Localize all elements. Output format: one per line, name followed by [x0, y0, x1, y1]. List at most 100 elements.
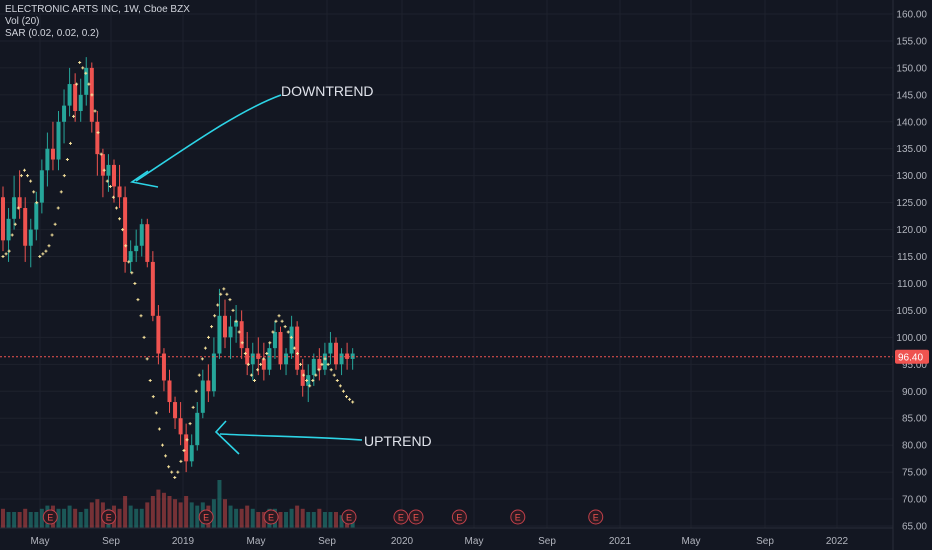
volume-bar: [322, 512, 327, 528]
candle-body: [161, 353, 166, 381]
earnings-marker-circle: [510, 509, 526, 525]
earnings-marker[interactable]: E: [198, 509, 214, 525]
downtrend-arrowhead: [129, 170, 159, 188]
sar-dot: [139, 314, 143, 318]
price-tick-label: 80.00: [902, 441, 927, 452]
candle-body: [295, 326, 300, 370]
price-tick-label: 155.00: [896, 36, 927, 47]
price-axis[interactable]: 65.00 70.00 75.00 80.00 85.00 90.00 95.00 100.0…: [892, 0, 932, 550]
sar-dot: [108, 184, 112, 188]
sar-dot: [78, 61, 82, 65]
volume-bar: [161, 492, 166, 528]
volume-bar: [73, 508, 78, 528]
earnings-marker[interactable]: E: [510, 509, 526, 525]
earnings-marker[interactable]: E: [393, 509, 409, 525]
earnings-marker[interactable]: E: [451, 509, 467, 525]
sar-dot: [72, 114, 76, 118]
symbol-title[interactable]: ELECTRONIC ARTS INC, 1W, Cboe BZX: [5, 4, 190, 15]
candle-body: [200, 380, 205, 413]
earnings-marker[interactable]: E: [101, 509, 117, 525]
sar-dot: [10, 233, 14, 237]
sar-dot: [231, 308, 235, 312]
sar-dot: [16, 206, 20, 210]
time-tick-label: Sep: [318, 536, 336, 547]
sar-dot: [256, 368, 260, 372]
candle-body: [289, 326, 294, 354]
sar-dot: [234, 319, 238, 323]
time-axis[interactable]: May Sep 2019 May Sep 2020 May Sep 2021 May Sep 2022: [0, 527, 893, 547]
earnings-marker-circle: [408, 509, 424, 525]
volume-bar: [62, 508, 67, 528]
sar-dot: [136, 298, 140, 302]
volume-bar: [250, 508, 255, 528]
candle-body: [300, 369, 305, 386]
price-tick-label: 100.00: [896, 333, 927, 344]
sar-dot: [124, 244, 128, 248]
price-tick-label: 115.00: [897, 252, 927, 263]
earnings-marker[interactable]: E: [263, 509, 279, 525]
candle-body: [84, 67, 89, 95]
sar-dot: [59, 190, 63, 194]
sar-dot: [228, 298, 232, 302]
uptrend-arrow: [219, 433, 363, 441]
sar-dot: [179, 459, 183, 463]
sar-dot: [197, 373, 201, 377]
volume-bar: [23, 508, 28, 528]
earnings-marker-circle: [198, 509, 214, 525]
candle-body: [284, 353, 289, 365]
sar-dot: [32, 190, 36, 194]
candle-body: [23, 208, 28, 246]
sar-dot: [286, 330, 290, 334]
candle-body: [206, 380, 211, 392]
sar-dot: [308, 384, 312, 388]
candle-body: [67, 84, 72, 106]
earnings-marker[interactable]: E: [42, 509, 58, 525]
candle-body: [62, 105, 67, 122]
sar-dot: [154, 411, 158, 415]
sar-dot: [345, 395, 349, 399]
volume-bar: [12, 512, 17, 528]
sar-dot: [259, 362, 263, 366]
price-axis-bg: [893, 0, 932, 550]
candle-body: [1, 197, 5, 241]
time-tick-label: May: [465, 536, 484, 547]
sar-dot: [151, 395, 155, 399]
sar-dot: [191, 405, 195, 409]
sar-dot: [292, 346, 296, 350]
sar-dot: [142, 335, 146, 339]
sar-dot: [44, 249, 48, 253]
sar-dot: [335, 378, 339, 382]
earnings-marker[interactable]: E: [341, 509, 357, 525]
volume-indicator-label[interactable]: Vol (20): [5, 16, 40, 27]
grid-lines: [0, 0, 893, 528]
sar-indicator-label[interactable]: SAR (0.02, 0.02, 0.2): [5, 28, 99, 39]
price-tick-label: 130.00: [896, 171, 927, 182]
volume-bar: [234, 508, 239, 528]
sar-dot: [283, 325, 287, 329]
volume-bar: [295, 505, 300, 528]
volume-bar: [17, 512, 22, 528]
sar-dot: [314, 373, 318, 377]
earnings-marker-label: E: [456, 513, 462, 523]
volume-bar: [245, 505, 250, 528]
candle-body: [228, 326, 233, 338]
price-tick-label: 105.00: [896, 306, 927, 317]
earnings-marker[interactable]: E: [588, 509, 604, 525]
sar-dot: [167, 465, 171, 469]
sar-dot: [35, 201, 39, 205]
price-tick-label: 150.00: [896, 63, 927, 74]
sar-dot: [7, 249, 11, 253]
sar-dot: [96, 131, 100, 135]
earnings-marker[interactable]: E: [408, 509, 424, 525]
annotation-arrows: [129, 94, 363, 455]
candle-body: [134, 245, 139, 252]
sar-dot: [329, 368, 333, 372]
candle-body: [167, 380, 172, 403]
sar-dot: [277, 314, 281, 318]
time-tick-label: May: [31, 536, 50, 547]
volume-bar: [317, 508, 322, 528]
candle-body: [73, 84, 78, 112]
sar-dot: [268, 341, 272, 345]
